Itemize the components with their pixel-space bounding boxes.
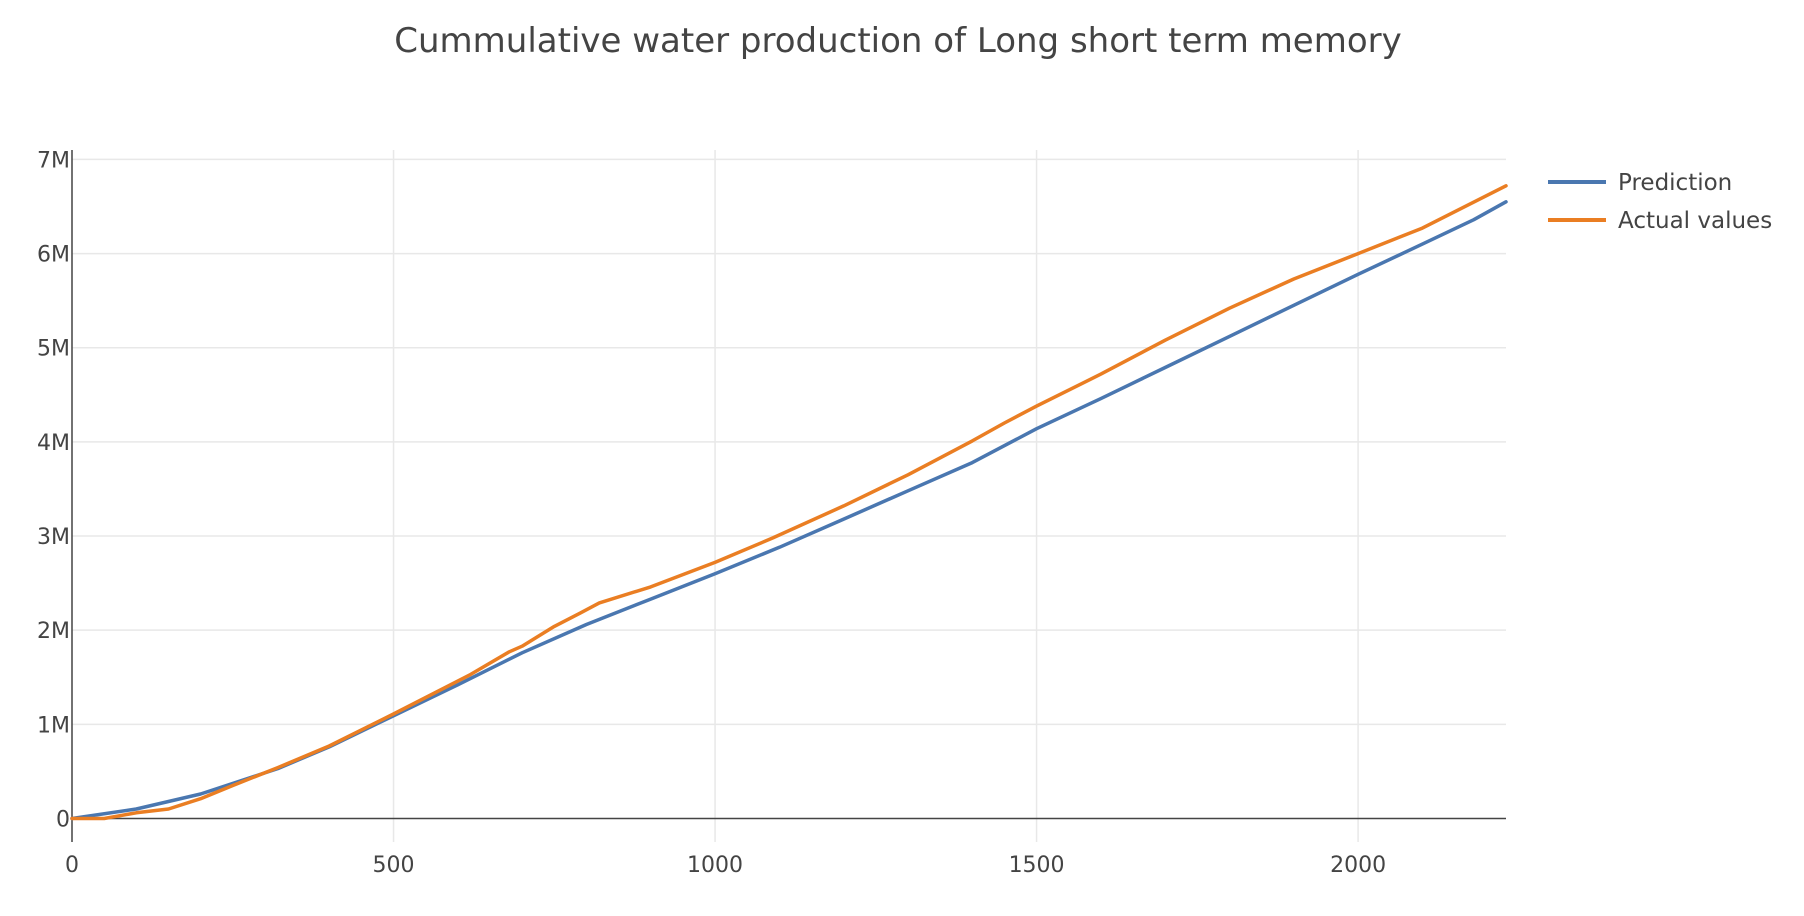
x-tick-label: 1000 — [687, 853, 743, 878]
legend-label-prediction[interactable]: Prediction — [1618, 170, 1732, 196]
y-tick-label: 1M — [37, 713, 70, 738]
series-line-actual-values[interactable] — [70, 184, 1508, 821]
x-tick-label: 1500 — [1009, 853, 1065, 878]
x-tick-label: 0 — [65, 853, 79, 878]
y-tick-label: 0 — [56, 807, 70, 832]
y-tick-label: 5M — [37, 337, 70, 362]
legend-label-actual-values[interactable]: Actual values — [1618, 208, 1772, 234]
chart-title: Cummulative water production of Long sho… — [394, 21, 1402, 61]
series-line-prediction[interactable] — [70, 200, 1508, 821]
chart-legend[interactable]: Prediction Actual values — [1548, 170, 1772, 234]
grid-layer — [72, 150, 1506, 842]
y-tick-label: 2M — [37, 619, 70, 644]
series-layer — [70, 184, 1508, 821]
y-tick-label: 7M — [37, 148, 70, 173]
x-tick-label: 500 — [373, 853, 415, 878]
axis-layer: 0 500 1000 1500 2000 0 1M 2M 3M 4M 5M 6M 7M — [37, 148, 1506, 878]
x-tick-label: 2000 — [1330, 853, 1386, 878]
y-tick-label: 6M — [37, 243, 70, 268]
y-tick-label: 4M — [37, 431, 70, 456]
y-tick-label: 3M — [37, 525, 70, 550]
